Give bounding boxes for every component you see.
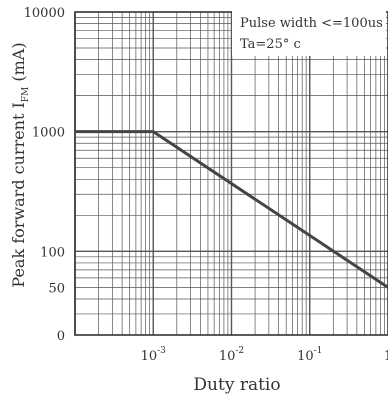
series-line-0 (75, 130, 388, 289)
y-tick-label: 10000 (24, 6, 65, 21)
y-axis-label-unit: (mA) (9, 42, 28, 81)
y-tick-label: 1000 (32, 126, 65, 141)
annotation-pulse-width: Pulse width <=100us (240, 16, 383, 31)
svg-text:Peak forward current IFM (mA): Peak forward current IFM (mA) (9, 42, 31, 287)
x-tick-label: 10-2 (219, 346, 244, 364)
y-axis-label-sub: FM (21, 87, 31, 102)
grid (74, 11, 388, 336)
annotation-box: Pulse width <=100us Ta=25° c (232, 10, 386, 56)
y-axis-label-main: Peak forward current I (9, 102, 28, 287)
y-axis-label: Peak forward current IFM (mA) (9, 42, 31, 287)
x-tick-label: 10-1 (297, 346, 322, 364)
x-tick-label: 10-3 (141, 346, 167, 364)
y-tick-label: 50 (48, 281, 65, 296)
annotation-temperature: Ta=25° c (240, 37, 301, 52)
series-layer (75, 130, 388, 289)
x-axis-label: Duty ratio (193, 375, 280, 395)
y-tick-label: 100 (40, 245, 65, 260)
x-tick-label: 1 (384, 349, 388, 364)
plot-frame (74, 11, 388, 336)
tick-labels: 10000 1000 100 50 0 10-3 10-2 10-1 1 (24, 6, 388, 364)
y-tick-label: 0 (57, 329, 65, 344)
